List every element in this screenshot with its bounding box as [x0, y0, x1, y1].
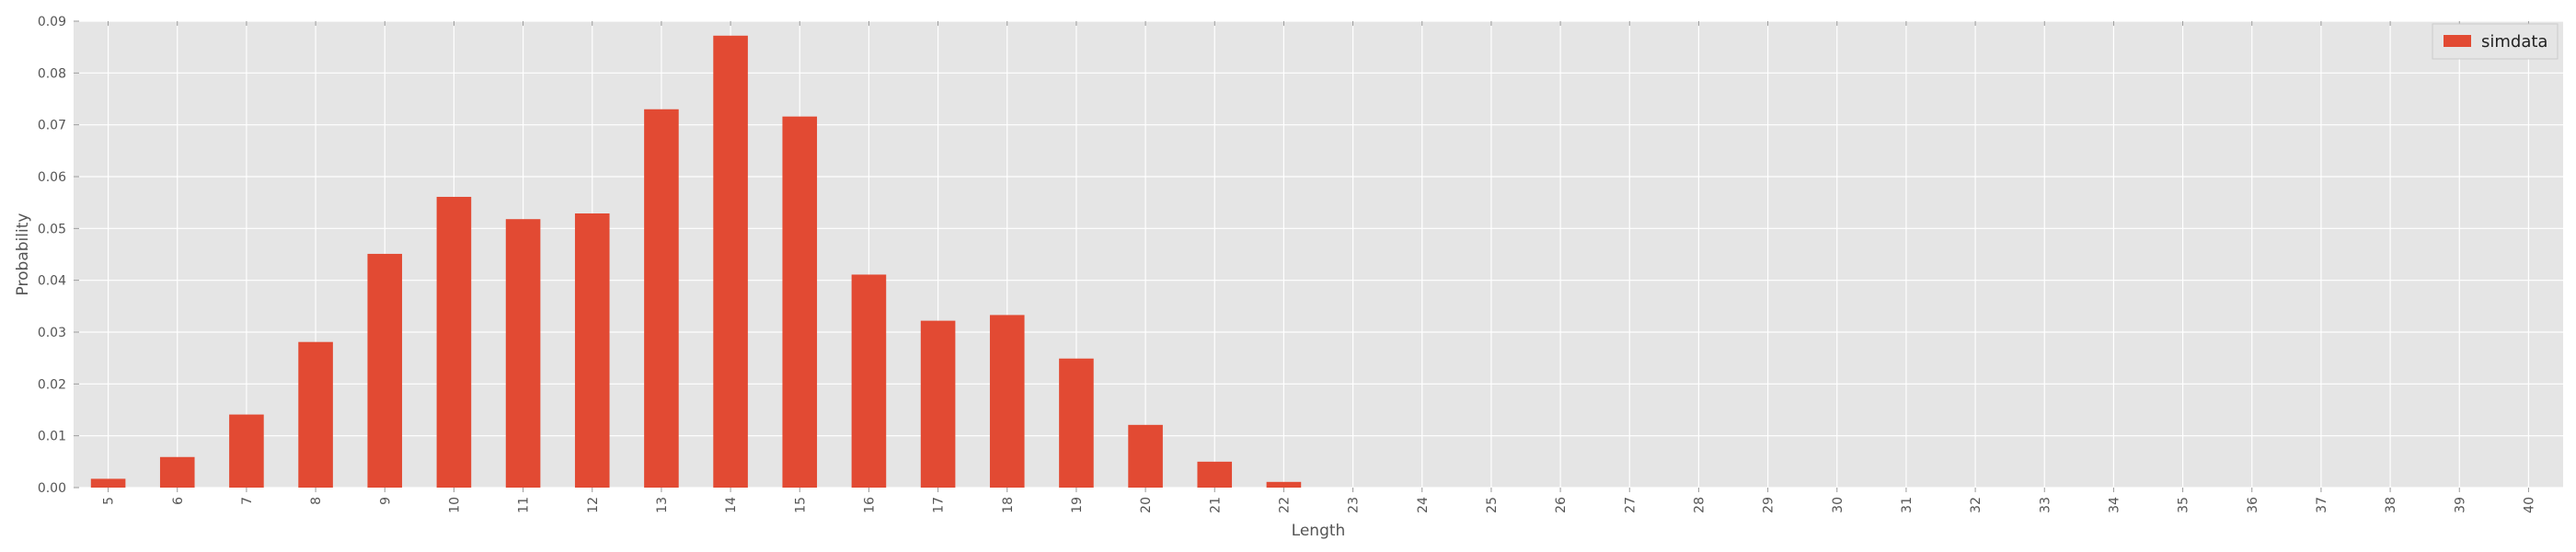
bar-14 — [713, 35, 748, 488]
x-tick-label: 21 — [1208, 497, 1223, 513]
x-tick-label: 16 — [862, 497, 877, 513]
legend-swatch — [2444, 35, 2471, 47]
bar-8 — [298, 341, 333, 488]
bar-19 — [1059, 358, 1094, 488]
x-tick-label: 20 — [1139, 497, 1154, 513]
x-tick-label: 30 — [1831, 497, 1846, 513]
x-tick-label: 10 — [447, 497, 462, 513]
x-tick-label: 23 — [1347, 497, 1362, 513]
x-tick-label: 24 — [1416, 497, 1431, 513]
x-tick-label: 15 — [793, 497, 808, 513]
plot-background — [74, 21, 2563, 488]
y-tick-label: 0.01 — [38, 430, 66, 444]
bars — [90, 35, 1302, 489]
y-tick-label: 0.07 — [38, 119, 66, 133]
bar-12 — [574, 213, 610, 488]
x-tick-label: 37 — [2315, 497, 2329, 513]
y-axis-label: Probability — [14, 213, 32, 296]
x-tick-label: 33 — [2038, 497, 2053, 513]
x-tick-label: 5 — [102, 497, 117, 505]
x-tick-label: 18 — [1001, 497, 1016, 513]
bar-17 — [920, 320, 956, 488]
x-tick-label: 29 — [1762, 497, 1777, 513]
x-tick-label: 28 — [1692, 497, 1707, 513]
x-tick-label: 8 — [309, 497, 324, 505]
x-tick-label: 40 — [2522, 497, 2536, 513]
y-axis-ticks: 0.00 0.01 0.02 0.03 0.04 0.05 0.06 0.07 0.08 0.09 — [38, 15, 79, 496]
x-tick-label: 25 — [1485, 497, 1500, 513]
x-tick-label: 17 — [932, 497, 947, 513]
y-tick-label: 0.06 — [38, 170, 66, 185]
bar-10 — [436, 196, 472, 488]
bar-11 — [505, 219, 541, 488]
x-tick-label: 35 — [2177, 497, 2191, 513]
bar-13 — [644, 109, 679, 489]
bar-22 — [1266, 481, 1302, 488]
x-tick-label: 13 — [655, 497, 670, 513]
bar-15 — [782, 116, 818, 489]
y-tick-label: 0.05 — [38, 222, 66, 236]
x-tick-label: 14 — [724, 497, 739, 513]
y-tick-label: 0.00 — [38, 481, 66, 496]
x-tick-label: 6 — [171, 497, 186, 505]
x-tick-label: 39 — [2453, 497, 2467, 513]
y-tick-label: 0.08 — [38, 66, 66, 81]
x-tick-label: 12 — [586, 497, 601, 513]
bar-18 — [989, 315, 1025, 488]
x-axis-ticks: 5 6 7 8 9 10 11 12 13 14 15 16 17 18 19 20 21 22 23 24 25 26 2… — [102, 21, 2536, 513]
x-tick-label: 22 — [1277, 497, 1292, 513]
y-tick-label: 0.09 — [38, 15, 66, 29]
x-tick-label: 7 — [240, 497, 255, 505]
bar-20 — [1128, 424, 1163, 488]
bar-16 — [851, 274, 887, 488]
x-tick-label: 9 — [378, 497, 393, 505]
x-tick-label: 11 — [517, 497, 532, 513]
x-tick-label: 38 — [2384, 497, 2398, 513]
y-tick-label: 0.02 — [38, 377, 66, 392]
legend-label: simdata — [2481, 32, 2547, 52]
bar-5 — [90, 478, 126, 488]
y-tick-label: 0.04 — [38, 274, 66, 289]
x-tick-label: 19 — [1070, 497, 1085, 513]
legend: simdata — [2432, 23, 2559, 60]
bar-6 — [159, 456, 195, 488]
x-tick-label: 26 — [1554, 497, 1569, 513]
x-tick-label: 36 — [2246, 497, 2260, 513]
bar-21 — [1197, 461, 1233, 488]
x-tick-label: 32 — [1969, 497, 1984, 513]
x-tick-label: 34 — [2107, 497, 2122, 513]
bar-9 — [367, 253, 403, 488]
x-tick-label: 31 — [1900, 497, 1915, 513]
x-tick-label: 27 — [1623, 497, 1638, 513]
x-axis-label: Length — [1292, 522, 1346, 540]
y-tick-label: 0.03 — [38, 326, 66, 340]
bar-7 — [229, 414, 264, 488]
